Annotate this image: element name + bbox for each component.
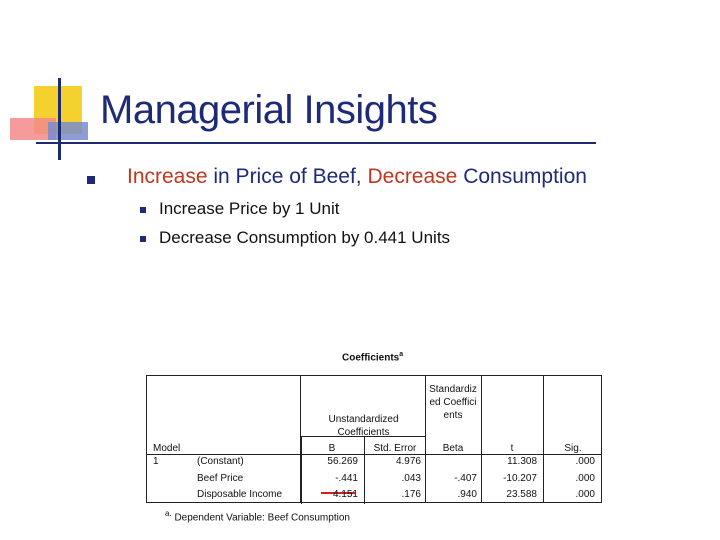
header-b: B: [328, 443, 336, 454]
cell-se: 4.976: [395, 456, 421, 467]
header-sig: Sig.: [564, 443, 582, 454]
table-title: Coefficientsa: [342, 351, 404, 364]
coefficients-table: Model Unstandardized Coefficients Standa…: [146, 375, 602, 504]
cell-sig: .000: [575, 473, 595, 484]
row-name: Disposable Income: [197, 489, 283, 500]
slide-title: Managerial Insights: [100, 88, 438, 132]
table-col-divider: [543, 376, 544, 502]
cell-t: 11.308: [507, 456, 537, 467]
table-row-divider: [147, 454, 601, 455]
sub-bullet-square-icon: [140, 236, 146, 242]
cell-t: -10.207: [503, 473, 537, 484]
table-footnote: a. Dependent Variable: Beef Consumption: [165, 509, 350, 524]
cell-sig: .000: [575, 489, 595, 500]
table-col-divider: [301, 436, 302, 504]
table-row-divider: [300, 436, 425, 437]
row-name: Beef Price: [197, 473, 244, 484]
sub-bullet-1: Increase Price by 1 Unit: [159, 199, 340, 218]
cell-beta: -.407: [454, 473, 477, 484]
header-std-error: Std. Error: [373, 443, 417, 454]
bullet-square-icon: [87, 176, 95, 184]
header-standardized: Standardized Coefficients: [429, 384, 477, 421]
header-t: t: [510, 443, 514, 454]
table-col-divider: [481, 376, 482, 502]
main-bullet-text: Increase in Price of Beef, Decrease Cons…: [127, 165, 587, 189]
decorative-vertical-line: [58, 78, 61, 160]
cell-beta: .940: [457, 489, 477, 500]
decorative-bar-blue: [48, 122, 88, 140]
header-beta: Beta: [442, 443, 464, 454]
header-unstandardized: Unstandardized Coefficients: [328, 414, 399, 438]
cell-t: 23.588: [506, 489, 537, 500]
decorative-bar-pink: [10, 118, 56, 140]
header-model: Model: [153, 443, 181, 454]
cell-b: -.441: [335, 473, 358, 484]
cell-b: 4.151: [332, 489, 358, 500]
sub-bullet-2: Decrease Consumption by 0.441 Units: [159, 228, 451, 247]
sub-bullet-square-icon: [140, 207, 146, 213]
main-bullet-end: Consumption: [457, 165, 587, 188]
highlight-increase: Increase: [127, 165, 208, 188]
row-name: (Constant): [197, 456, 244, 467]
model-number: 1: [153, 456, 159, 467]
cell-se: .043: [401, 473, 421, 484]
cell-sig: .000: [575, 456, 595, 467]
table-col-divider: [364, 436, 365, 504]
red-underline-mark: [321, 492, 355, 494]
cell-se: .176: [401, 489, 421, 500]
cell-b: 56.269: [327, 456, 358, 467]
main-bullet-middle: in Price of Beef,: [207, 165, 368, 188]
table-col-divider: [425, 376, 426, 502]
highlight-decrease: Decrease: [367, 165, 458, 188]
table-col-divider: [300, 376, 301, 502]
title-underline-rule: [36, 142, 596, 144]
